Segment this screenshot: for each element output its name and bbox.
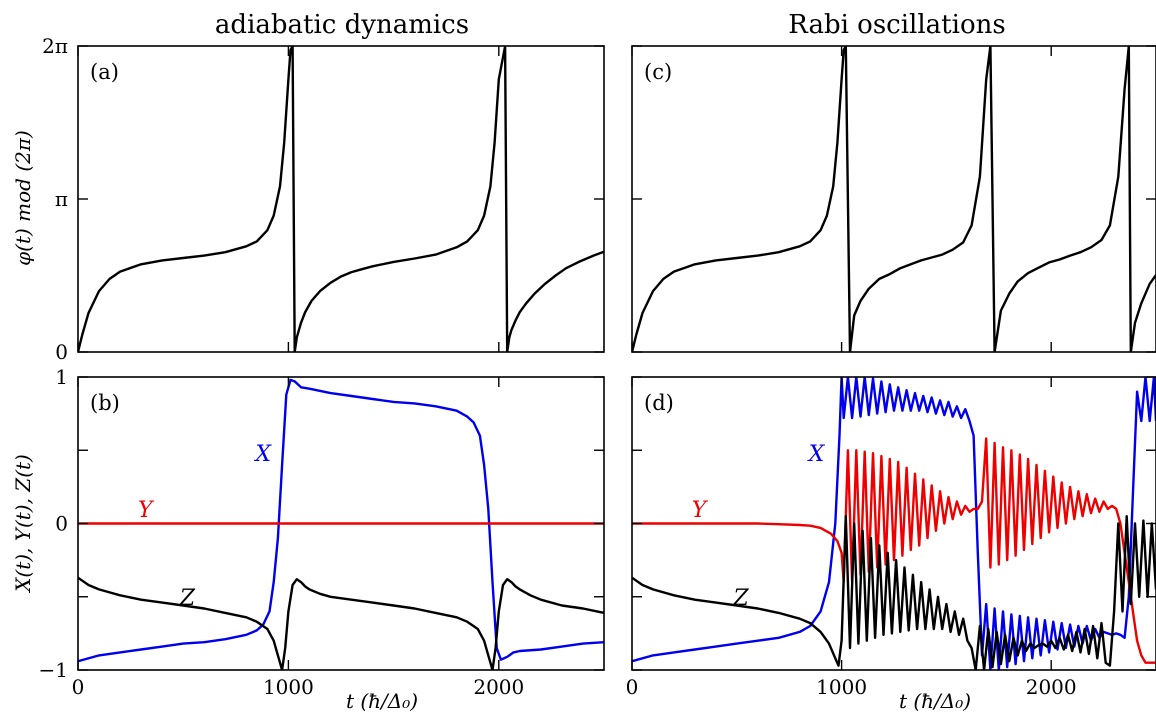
series-label-x: X bbox=[253, 442, 272, 467]
series-label-x: X bbox=[807, 442, 826, 467]
y-tick-label: 1 bbox=[55, 365, 68, 389]
x-tick-label: 2000 bbox=[1026, 675, 1077, 699]
phase-ylabel: φ(t) mod (2π) bbox=[11, 130, 35, 266]
panel-label: (c) bbox=[644, 60, 672, 84]
axes-frame bbox=[631, 45, 1156, 353]
x-tick-label: 1000 bbox=[263, 675, 314, 699]
plot-area bbox=[632, 377, 1156, 670]
panel-label: (b) bbox=[90, 391, 120, 415]
xlabel-right: t (ħ/Δ₀) bbox=[899, 689, 971, 713]
x-tick-label: 0 bbox=[72, 675, 85, 699]
plot-area bbox=[78, 378, 604, 670]
y-tick-label: 2π bbox=[42, 34, 68, 58]
title-left: adiabatic dynamics bbox=[215, 10, 469, 40]
y-tick-label: π bbox=[55, 187, 68, 211]
series-label-y: Y bbox=[692, 498, 709, 523]
series-line-y bbox=[632, 437, 1156, 664]
y-tick-label: 0 bbox=[55, 340, 68, 364]
series-line-phase bbox=[632, 46, 1156, 352]
series-line-z bbox=[632, 515, 1156, 670]
y-tick-label: −1 bbox=[39, 658, 68, 682]
series-line-x bbox=[632, 377, 1156, 670]
x-tick-label: 1000 bbox=[816, 675, 867, 699]
plot-area bbox=[78, 46, 604, 352]
x-tick-label: 2000 bbox=[473, 675, 524, 699]
series-label-z: Z bbox=[179, 586, 196, 611]
x-tick-label: 0 bbox=[626, 675, 639, 699]
series-line-x bbox=[78, 378, 604, 663]
series-line-z bbox=[78, 576, 604, 670]
panel-b-xyz-adiabatic: 0 1000 2000−101(b)XYZ bbox=[39, 365, 605, 699]
xyz-ylabel: X(t), Y(t), Z(t) bbox=[11, 454, 35, 594]
series-label-z: Z bbox=[732, 586, 749, 611]
panel-c-phase-rabi: (c) bbox=[631, 45, 1156, 353]
series-label-y: Y bbox=[138, 498, 155, 523]
plot-area bbox=[632, 46, 1156, 352]
series-line-phase bbox=[78, 46, 604, 352]
y-tick-label: 0 bbox=[55, 512, 68, 536]
title-right: Rabi oscillations bbox=[788, 10, 1005, 40]
xlabel-left: t (ħ/Δ₀) bbox=[346, 689, 418, 713]
panel-d-xyz-rabi: 0 1000 2000 (d) X Y Z bbox=[626, 376, 1156, 699]
panel-label: (a) bbox=[90, 60, 119, 84]
panel-label: (d) bbox=[644, 391, 674, 415]
panel-a-phase-adiabatic: 0 π 2π (a) bbox=[42, 34, 605, 364]
